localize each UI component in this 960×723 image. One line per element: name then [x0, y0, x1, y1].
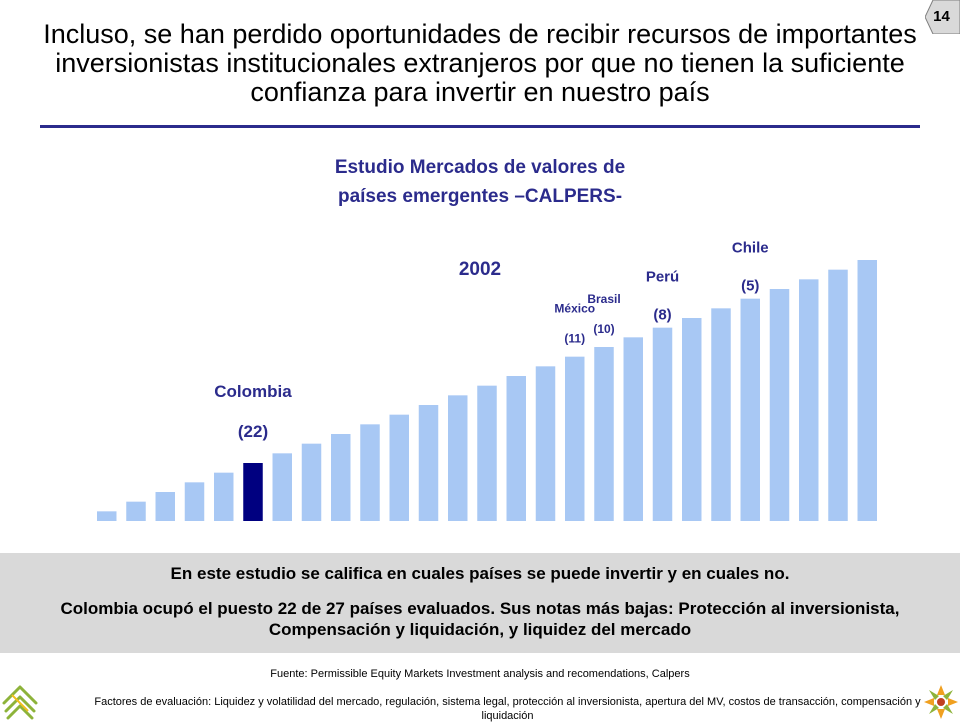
bar-rank-15: [448, 395, 468, 521]
page-corner-icon: [925, 0, 960, 34]
annotation-mexico-name: México: [554, 302, 595, 316]
annotation-brasil-name: Brasil: [587, 292, 620, 306]
bar-rank-16: [418, 405, 439, 521]
summary-panel: [0, 553, 960, 653]
bar-rank-24: [184, 482, 205, 521]
headline-divider: [40, 125, 920, 128]
bar-rank-17: [389, 414, 409, 521]
bar-rank-21: [272, 453, 292, 521]
bar-rank-18: [360, 424, 380, 521]
bar-rank-3: [799, 279, 819, 521]
annotation-peru-rank: (8): [653, 307, 671, 324]
summary-line-1: En este estudio se califica en cuales pa…: [170, 564, 790, 583]
source-note: Fuente: Permissible Equity Markets Inves…: [270, 668, 690, 680]
bar-rank-10: [594, 347, 614, 521]
bar-rank-20: [301, 443, 322, 521]
bar-rank-25: [155, 492, 175, 521]
sun-logo-icon: [924, 685, 958, 719]
bar-rank-19: [331, 434, 351, 521]
bar-chart: Colombia (22) México (11) Brasil (10) Perú (8) C…: [97, 240, 877, 521]
annotation-chile-rank: (5): [741, 278, 759, 295]
annotation-mexico-rank: (11): [564, 332, 585, 346]
bar-rank-22: [243, 463, 263, 521]
summary-line-2: Colombia ocupó el puesto 22 de 27 países…: [60, 599, 900, 639]
bar-annotations: Colombia (22) México (11) Brasil (10) Perú (8) C…: [214, 240, 768, 441]
slide-headline: Incluso, se han perdido oportunidades de…: [43, 19, 917, 107]
bar-rank-5: [740, 298, 760, 521]
bar-rank-27: [97, 511, 117, 521]
page-number: 14: [933, 8, 950, 25]
bar-rank-2: [828, 269, 848, 521]
annotation-peru-name: Perú: [646, 269, 679, 286]
chart-subtitle: 2002: [458, 259, 502, 280]
annotation-brasil-rank: (10): [593, 322, 614, 336]
bar-rank-8: [652, 327, 673, 521]
bar-rank-1: [857, 260, 877, 521]
bar-rank-7: [682, 318, 702, 521]
company-logo-icon: [2, 685, 38, 720]
bar-rank-11: [565, 356, 585, 521]
bar-series: [97, 260, 877, 521]
factors-note: Factores de evaluación: Liquidez y volat…: [94, 696, 921, 722]
bar-rank-26: [126, 501, 146, 521]
chart-title: Estudio Mercados de valores de países em…: [334, 157, 626, 207]
bar-rank-6: [711, 308, 731, 521]
bar-rank-23: [214, 472, 234, 521]
annotation-colombia-rank: (22): [238, 422, 268, 441]
annotation-colombia-name: Colombia: [214, 382, 292, 401]
bar-rank-9: [623, 337, 643, 521]
bar-rank-14: [477, 385, 497, 521]
bar-rank-13: [506, 376, 526, 521]
bar-rank-4: [769, 289, 790, 521]
bar-rank-12: [535, 366, 556, 521]
annotation-chile-name: Chile: [732, 240, 769, 257]
